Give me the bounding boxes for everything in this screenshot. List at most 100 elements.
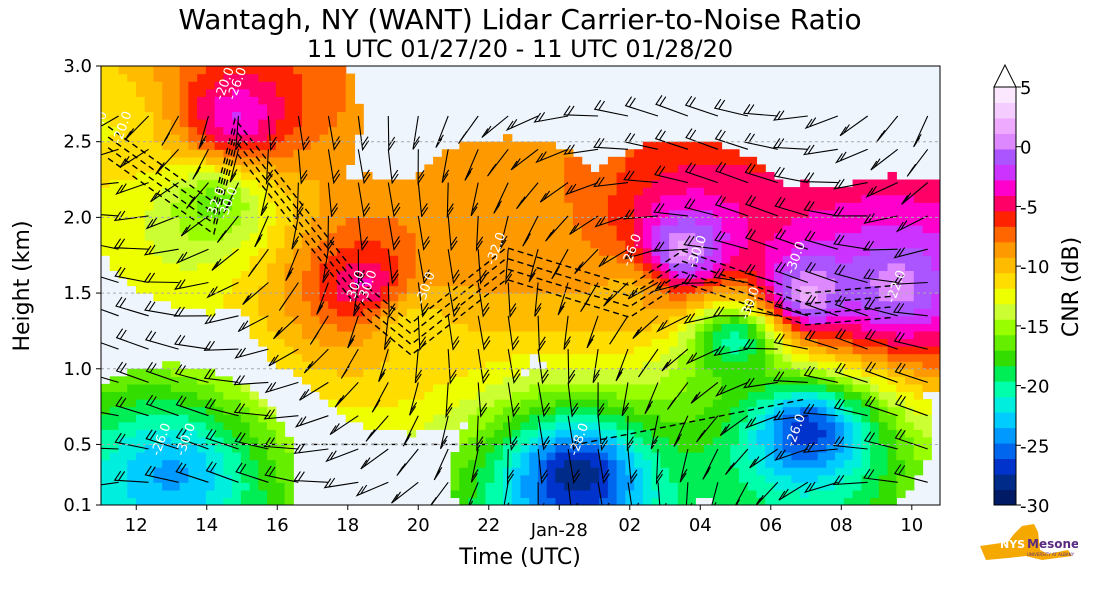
wind-barb (755, 481, 779, 505)
cnr-cell (101, 497, 111, 505)
cnr-cell (511, 391, 522, 400)
cnr-cell (494, 353, 504, 362)
cnr-cell (686, 330, 696, 340)
cnr-cell (101, 73, 111, 82)
cnr-cell (808, 232, 819, 241)
cnr-cell (642, 346, 653, 355)
cnr-cell (721, 194, 731, 203)
cnr-cell (808, 497, 819, 505)
cnr-cell (782, 346, 793, 355)
cnr-cell (546, 209, 557, 218)
cnr-cell (468, 474, 478, 483)
cnr-cell (503, 224, 513, 234)
cnr-cell (896, 262, 906, 271)
cnr-cell (677, 202, 688, 211)
cnr-cell (913, 368, 924, 377)
cnr-cell (730, 179, 740, 188)
cnr-cell (135, 429, 146, 438)
wind-barb (303, 348, 329, 374)
cnr-cell (345, 224, 356, 234)
cnr-cell (319, 66, 329, 75)
cnr-cell (485, 247, 495, 256)
cnr-cell (267, 240, 277, 249)
cnr-cell (494, 474, 504, 483)
wind-barb (804, 294, 838, 317)
cnr-cell (205, 194, 216, 203)
cnr-cell (555, 376, 565, 385)
cnr-cell (267, 209, 277, 218)
cnr-cell (415, 353, 425, 362)
cnr-cell (406, 323, 417, 332)
cnr-cell (564, 459, 574, 468)
cnr-cell (170, 240, 181, 249)
cnr-cell (459, 224, 469, 234)
cnr-cell (398, 376, 408, 385)
cnr-cell (135, 482, 146, 491)
wind-barb (864, 328, 898, 350)
cnr-cell (503, 156, 513, 165)
cnr-cell (179, 171, 189, 181)
cnr-cell (336, 353, 347, 362)
cnr-cell (267, 255, 277, 264)
cnr-cell (459, 187, 469, 196)
cnr-cell (354, 414, 364, 423)
cnr-cell (581, 202, 592, 211)
cnr-cell (730, 467, 740, 476)
cnr-cell (704, 232, 714, 241)
cnr-cell (127, 262, 137, 271)
cnr-cell (170, 73, 181, 82)
cnr-cell (686, 187, 696, 196)
cnr-cell (162, 232, 172, 241)
wind-barb (627, 482, 640, 505)
wind-barb (327, 149, 341, 185)
colorbar-frame (993, 86, 1017, 506)
cnr-cell (162, 383, 172, 393)
cnr-cell (616, 187, 626, 196)
cnr-cell (765, 285, 775, 294)
cnr-cell (572, 406, 583, 415)
cnr-cell (267, 474, 277, 483)
cnr-cell (275, 436, 286, 446)
cnr-cell (380, 262, 391, 271)
cnr-cell (214, 489, 224, 499)
cnr-cell (240, 293, 251, 302)
wind-barb (744, 263, 778, 284)
cnr-cell (284, 474, 294, 483)
wind-barb (655, 94, 689, 117)
cnr-cell (310, 315, 321, 324)
cnr-cell (555, 482, 565, 491)
cnr-cell (931, 293, 940, 302)
cnr-cell (537, 255, 548, 264)
cnr-cell (144, 171, 155, 181)
cnr-cell (817, 277, 827, 287)
cnr-cell (669, 330, 679, 340)
cnr-cell (144, 134, 155, 143)
wind-barb (371, 382, 389, 413)
cnr-cell (808, 376, 819, 385)
cnr-cell (590, 414, 600, 423)
cnr-cell (249, 247, 259, 256)
cnr-cell (459, 179, 469, 188)
cnr-cell (109, 103, 120, 113)
cnr-cell (118, 383, 128, 393)
cnr-cell (843, 262, 854, 271)
cnr-cell (581, 262, 592, 271)
cnr-cell (660, 399, 670, 408)
cnr-cell (170, 459, 181, 468)
cnr-cell (826, 459, 836, 468)
cnr-cell (336, 315, 347, 324)
cnr-cell (284, 285, 294, 294)
cnr-cell (153, 368, 163, 377)
cnr-cell (267, 156, 277, 165)
cnr-cell (179, 489, 189, 499)
cnr-cell (896, 315, 906, 324)
cnr-cell (537, 217, 548, 226)
cnr-cell (572, 323, 583, 332)
cnr-cell (520, 270, 530, 279)
wind-barb (507, 349, 521, 385)
cnr-cell (572, 436, 583, 446)
cnr-cell (791, 421, 801, 430)
cnr-cell (861, 262, 871, 271)
cnr-cell (135, 255, 146, 264)
cnr-cell (127, 141, 137, 150)
